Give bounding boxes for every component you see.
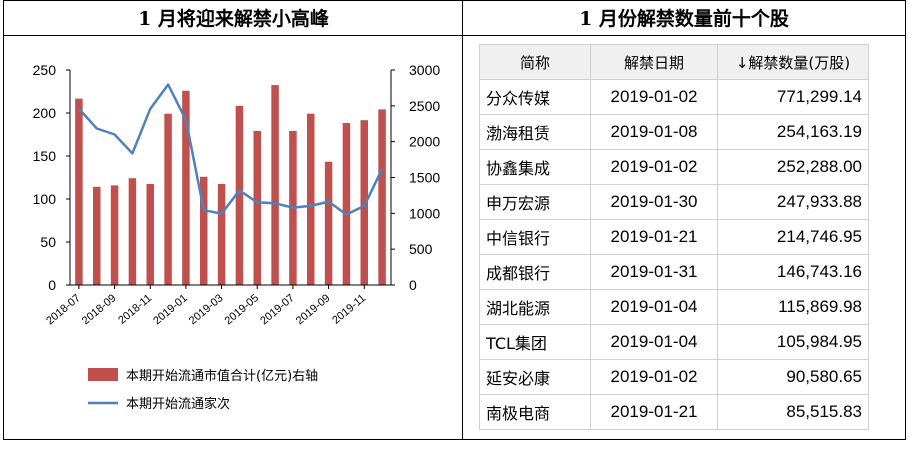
right-tick-label: 0 (409, 277, 417, 293)
header-qty[interactable]: ↓解禁数量(万股) (717, 44, 869, 80)
cell-name: 中信银行 (479, 219, 591, 255)
cell-qty: 85,515.83 (717, 394, 869, 430)
cell-name: 申万宏源 (479, 184, 591, 220)
cell-date: 2019-01-21 (590, 394, 718, 430)
cell-name: 协鑫集成 (479, 149, 591, 185)
bar-2019-06 (271, 85, 279, 285)
x-tick-label: 2019-01 (151, 292, 190, 327)
bar-2019-12 (378, 109, 386, 286)
bar-2019-01 (182, 90, 190, 286)
right-tick-label: 2500 (409, 98, 440, 114)
cell-date: 2019-01-21 (590, 219, 718, 255)
bar-2018-08 (93, 186, 101, 285)
x-tick-label: 2019-09 (294, 292, 333, 327)
cell-name: 成都银行 (479, 254, 591, 290)
cell-name: 分众传媒 (479, 79, 591, 115)
table-row[interactable]: 南极电商 2019-01-21 85,515.83 (479, 394, 869, 430)
bar-2019-11 (360, 120, 368, 286)
cell-date: 2019-01-08 (590, 114, 718, 150)
left-tick-label: 200 (33, 105, 57, 121)
left-tick-label: 150 (33, 148, 57, 164)
table-row[interactable]: 成都银行 2019-01-31 146,743.16 (479, 254, 869, 290)
legend-bar-label: 本期开始流通市值合计(亿元)右轴 (126, 368, 318, 384)
bar-2019-09 (324, 161, 333, 285)
bar-2018-11 (146, 183, 154, 285)
table-row[interactable]: 中信银行 2019-01-21 214,746.95 (479, 219, 869, 255)
bar-2019-08 (307, 113, 315, 285)
cell-qty: 771,299.14 (717, 79, 869, 115)
bar-2018-12 (164, 113, 172, 285)
bar-2019-02 (200, 176, 208, 285)
right-tick-label: 1500 (409, 170, 440, 186)
cell-qty: 105,984.95 (717, 324, 869, 360)
table-panel: 简称 解禁日期 ↓解禁数量(万股) 分众传媒 2019-01-02 771,299.… (462, 35, 906, 440)
table-row[interactable]: 协鑫集成 2019-01-02 252,288.00 (479, 149, 869, 185)
bar-2019-05 (253, 130, 261, 285)
legend-bar-swatch (88, 368, 118, 381)
right-tick-label: 1000 (409, 205, 440, 221)
cell-name: TCL集团 (479, 324, 591, 360)
x-tick-label: 2019-11 (330, 292, 368, 327)
cell-qty: 254,163.19 (717, 114, 869, 150)
cell-qty: 115,869.98 (717, 289, 869, 325)
chart-panel: 0 50 100 150 200 250 0 500 1000 1500 2000 2500 3000… (3, 35, 464, 440)
table-row[interactable]: 渤海租赁 2019-01-08 254,163.19 (479, 114, 869, 150)
table-row[interactable]: 湖北能源 2019-01-04 115,869.98 (479, 289, 869, 325)
header-date[interactable]: 解禁日期 (590, 44, 718, 80)
bar-2019-04 (235, 105, 244, 285)
cell-date: 2019-01-31 (590, 254, 718, 290)
bar-2019-10 (342, 123, 351, 286)
cell-date: 2019-01-04 (590, 289, 718, 325)
x-tick-label: 2018-07 (44, 292, 83, 327)
bar-2018-10 (128, 178, 137, 285)
table-header-row: 简称 解禁日期 ↓解禁数量(万股) (479, 44, 869, 80)
left-tick-label: 50 (40, 234, 56, 250)
left-tick-label: 100 (33, 191, 57, 207)
cell-qty: 214,746.95 (717, 219, 869, 255)
left-tick-label: 0 (48, 277, 56, 293)
chart-panel-title: 1 月将迎来解禁小高峰 (3, 0, 464, 36)
bar-2018-09 (110, 185, 119, 285)
cell-name: 南极电商 (479, 394, 591, 430)
x-tick-label: 2019-03 (187, 292, 226, 327)
table-row[interactable]: 分众传媒 2019-01-02 771,299.14 (479, 79, 869, 115)
cell-name: 湖北能源 (479, 289, 591, 325)
top10-table: 简称 解禁日期 ↓解禁数量(万股) 分众传媒 2019-01-02 771,299.… (479, 44, 869, 430)
left-tick-label: 250 (33, 62, 57, 78)
cell-qty: 247,933.88 (717, 184, 869, 220)
legend-line-label: 本期开始流通家次 (126, 396, 230, 412)
cell-date: 2019-01-02 (590, 79, 718, 115)
cell-date: 2019-01-30 (590, 184, 718, 220)
x-tick-label: 2019-07 (258, 292, 297, 327)
right-tick-label: 500 (409, 241, 433, 257)
cell-name: 渤海租赁 (479, 114, 591, 150)
x-tick-label: 2018-09 (80, 292, 119, 327)
header-name[interactable]: 简称 (479, 44, 591, 80)
bar-2019-03 (217, 183, 226, 285)
cell-name: 延安必康 (479, 359, 591, 395)
cell-date: 2019-01-02 (590, 359, 718, 395)
right-tick-label: 3000 (409, 62, 440, 78)
cell-date: 2019-01-02 (590, 149, 718, 185)
table-panel-title: 1 月份解禁数量前十个股 (462, 0, 906, 36)
cell-qty: 146,743.16 (717, 254, 869, 290)
table-row[interactable]: 延安必康 2019-01-02 90,580.65 (479, 359, 869, 395)
cell-qty: 252,288.00 (717, 149, 869, 185)
table-row[interactable]: 申万宏源 2019-01-30 247,933.88 (479, 184, 869, 220)
cell-date: 2019-01-04 (590, 324, 718, 360)
table-row[interactable]: TCL集团 2019-01-04 105,984.95 (479, 324, 869, 360)
right-tick-label: 2000 (409, 134, 440, 150)
x-tick-label: 2018-11 (116, 292, 154, 327)
x-tick-label: 2019-05 (223, 292, 262, 327)
bar-2018-07 (75, 98, 83, 285)
cell-qty: 90,580.65 (717, 359, 869, 395)
combo-chart: 0 50 100 150 200 250 0 500 1000 1500 2000 2500 3000… (33, 62, 441, 412)
line-series (77, 83, 384, 216)
